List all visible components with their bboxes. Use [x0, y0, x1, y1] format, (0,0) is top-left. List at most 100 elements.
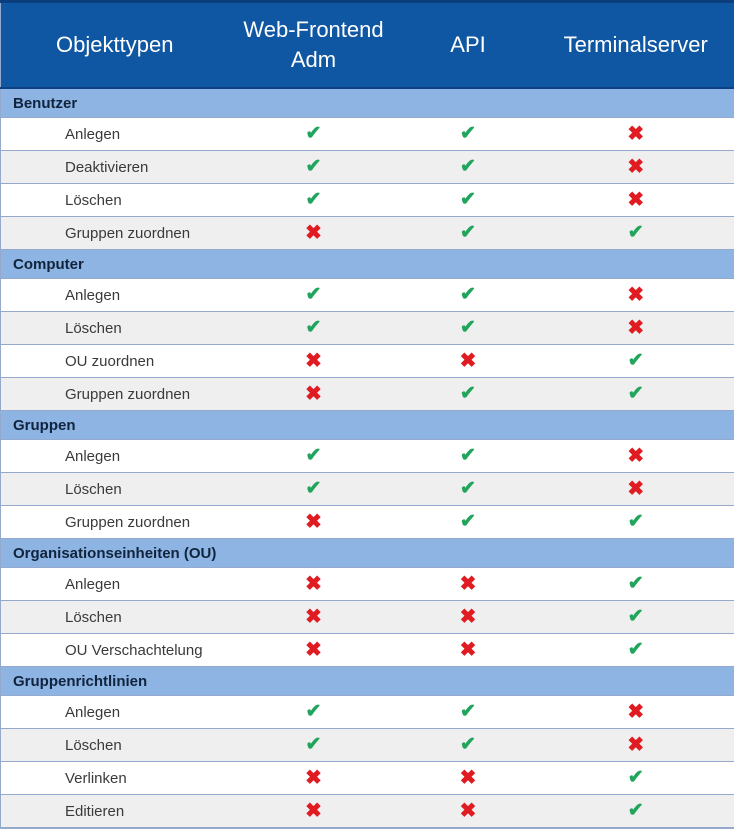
permission-cell: ✔	[229, 118, 399, 151]
action-label: Löschen	[1, 601, 229, 634]
checkmark-icon: ✔	[306, 446, 322, 465]
permission-cell: ✖	[538, 440, 734, 473]
cross-icon: ✖	[460, 640, 477, 660]
permission-cell: ✔	[399, 378, 538, 411]
permission-cell: ✔	[399, 506, 538, 539]
cross-icon: ✖	[305, 768, 322, 788]
checkmark-icon: ✔	[460, 512, 476, 531]
checkmark-icon: ✔	[306, 285, 322, 304]
permission-cell: ✔	[229, 279, 399, 312]
section-title: Organisationseinheiten (OU)	[1, 539, 734, 568]
column-header-1: Objekttypen	[1, 2, 229, 89]
permission-cell: ✔	[229, 151, 399, 184]
checkmark-icon: ✔	[306, 157, 322, 176]
checkmark-icon: ✔	[628, 607, 644, 626]
checkmark-icon: ✔	[306, 479, 322, 498]
cross-icon: ✖	[305, 351, 322, 371]
column-header-label: Web-Frontend Adm	[239, 15, 389, 74]
action-label: OU zuordnen	[1, 345, 229, 378]
cross-icon: ✖	[305, 512, 322, 532]
section-row: Organisationseinheiten (OU)	[1, 539, 734, 568]
checkmark-icon: ✔	[306, 735, 322, 754]
permission-cell: ✖	[399, 601, 538, 634]
table-row: Anlegen ✔ ✔ ✖	[1, 696, 734, 729]
checkmark-icon: ✔	[460, 479, 476, 498]
permission-cell: ✔	[538, 506, 734, 539]
checkmark-icon: ✔	[460, 735, 476, 754]
permission-cell: ✖	[399, 795, 538, 829]
permission-cell: ✖	[229, 795, 399, 829]
checkmark-icon: ✔	[460, 318, 476, 337]
table-row: Anlegen ✔ ✔ ✖	[1, 118, 734, 151]
cross-icon: ✖	[627, 702, 644, 722]
permission-cell: ✔	[538, 217, 734, 250]
checkmark-icon: ✔	[306, 124, 322, 143]
cross-icon: ✖	[627, 318, 644, 338]
table-row: Deaktivieren✔✔✖	[1, 151, 734, 184]
action-label: Löschen	[1, 312, 229, 345]
action-label: Anlegen	[1, 279, 229, 312]
cross-icon: ✖	[460, 574, 477, 594]
permission-cell: ✔	[538, 795, 734, 829]
permission-cell: ✖	[538, 184, 734, 217]
table-row: Anlegen✔✔✖	[1, 440, 734, 473]
column-header-3: API	[399, 2, 538, 89]
permission-cell: ✖	[229, 378, 399, 411]
cross-icon: ✖	[460, 801, 477, 821]
table-row: Löschen✔✔✖	[1, 473, 734, 506]
cross-icon: ✖	[460, 607, 477, 627]
permission-cell: ✔	[399, 217, 538, 250]
permission-cell: ✖	[229, 762, 399, 795]
cross-icon: ✖	[627, 157, 644, 177]
action-label: Anlegen	[1, 440, 229, 473]
column-header-4: Terminalserver	[538, 2, 734, 89]
permission-cell: ✔	[538, 601, 734, 634]
column-header-label: Objekttypen	[56, 30, 173, 60]
permission-cell: ✔	[538, 762, 734, 795]
action-label: Löschen	[1, 729, 229, 762]
cross-icon: ✖	[305, 801, 322, 821]
action-label: Anlegen	[1, 118, 229, 151]
section-row: Gruppen	[1, 411, 734, 440]
permission-cell: ✖	[538, 696, 734, 729]
cross-icon: ✖	[305, 574, 322, 594]
permission-cell: ✖	[229, 345, 399, 378]
permission-cell: ✔	[399, 729, 538, 762]
permission-cell: ✔	[229, 312, 399, 345]
checkmark-icon: ✔	[628, 384, 644, 403]
action-label: Anlegen	[1, 568, 229, 601]
permission-cell: ✖	[229, 568, 399, 601]
permission-cell: ✖	[229, 634, 399, 667]
permission-cell: ✖	[399, 634, 538, 667]
permission-cell: ✔	[399, 696, 538, 729]
checkmark-icon: ✔	[628, 351, 644, 370]
action-label: Anlegen	[1, 696, 229, 729]
permission-cell: ✔	[538, 345, 734, 378]
checkmark-icon: ✔	[460, 223, 476, 242]
cross-icon: ✖	[460, 768, 477, 788]
permission-cell: ✔	[229, 729, 399, 762]
permission-cell: ✔	[229, 473, 399, 506]
checkmark-icon: ✔	[306, 702, 322, 721]
permission-cell: ✔	[538, 568, 734, 601]
permission-cell: ✔	[538, 634, 734, 667]
cross-icon: ✖	[627, 124, 644, 144]
section-title: Computer	[1, 250, 734, 279]
permission-cell: ✔	[399, 151, 538, 184]
permission-cell: ✔	[399, 184, 538, 217]
table-row: Gruppen zuordnen✖✔✔	[1, 217, 734, 250]
section-row: Computer	[1, 250, 734, 279]
action-label: Editieren	[1, 795, 229, 829]
action-label: Gruppen zuordnen	[1, 506, 229, 539]
action-label: Löschen	[1, 184, 229, 217]
permission-cell: ✔	[399, 440, 538, 473]
cross-icon: ✖	[627, 735, 644, 755]
permission-cell: ✔	[399, 473, 538, 506]
table-row: Anlegen✔✔✖	[1, 279, 734, 312]
cross-icon: ✖	[627, 479, 644, 499]
permission-cell: ✔	[399, 118, 538, 151]
permission-cell: ✔	[229, 440, 399, 473]
action-label: Gruppen zuordnen	[1, 378, 229, 411]
